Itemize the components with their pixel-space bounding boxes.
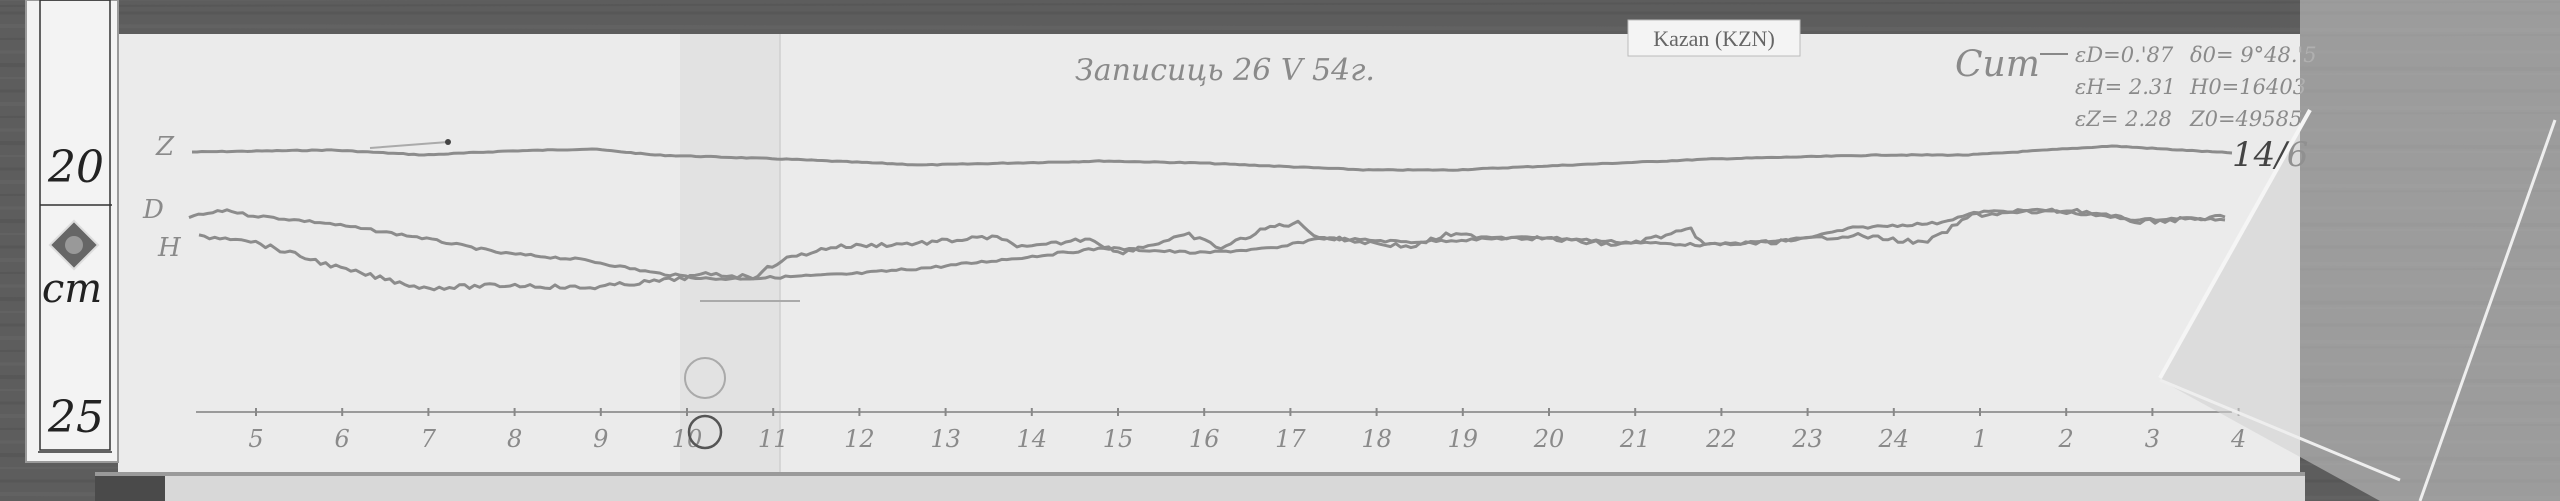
station-label: Kazan (KZN) [1653, 26, 1775, 51]
constant-value: εH= 2.31 [2075, 75, 2176, 99]
constant-value: Z0=49585 [2189, 107, 2302, 131]
ruler-unit: cm [42, 266, 102, 312]
scale-ruler: 20 cm 25 [25, 0, 119, 463]
hour-label: 2 [2058, 425, 2074, 453]
hour-label: 7 [421, 425, 437, 453]
hour-label: 24 [1878, 425, 1910, 453]
hour-label: 12 [844, 425, 875, 453]
hour-label: 9 [593, 425, 608, 453]
signature: Сит [1955, 44, 2040, 85]
station-label-card: Kazan (KZN) [1627, 19, 1801, 57]
hour-label: 11 [758, 425, 789, 453]
glass-plate [2158, 0, 2560, 501]
punch-hole-upper [684, 357, 726, 399]
hour-label: 6 [335, 425, 350, 453]
hour-label: 18 [1361, 425, 1392, 453]
punch-hole-lower [687, 414, 723, 450]
hour-label: 15 [1103, 425, 1134, 453]
hour-label: 10 [672, 425, 703, 453]
ruler-mark-20: 20 [47, 142, 104, 193]
hour-label: 21 [1619, 425, 1651, 453]
hour-label: 5 [248, 425, 263, 453]
hour-label: 19 [1448, 425, 1479, 453]
constant-value: H0=16403 [2189, 75, 2306, 99]
baseline-constants: εD=0.'87 δ0= 9°48.'5 εH= 2.31 H0=16403 εZ= 2… [2075, 43, 2317, 131]
hour-label: 14 [1017, 425, 1048, 453]
diamond-emblem-icon [48, 219, 100, 271]
constant-value: εZ= 2.28 [2075, 107, 2172, 131]
hour-label: 13 [930, 425, 961, 453]
hour-label: 4 [2230, 425, 2246, 453]
hour-label: 23 [1791, 425, 1823, 453]
hour-label: 1 [1972, 425, 1987, 453]
hour-label: 17 [1275, 425, 1306, 453]
hour-axis: 5 6 7 8 9 10 11 12 13 14 15 16 17 18 19 20 21 22 23 24 1 2 3 4 [248, 408, 2246, 453]
trace-d [188, 207, 2226, 281]
hour-label: 22 [1705, 425, 1737, 453]
hour-label: 8 [507, 425, 522, 453]
record-heading: Записиць 26 V 54г. [1075, 53, 1375, 88]
constant-value: δ0= 9°48.'5 [2190, 43, 2317, 67]
ruler-mark-25: 25 [47, 392, 104, 443]
trace-label-d: D [142, 195, 164, 225]
constant-value: εD=0.'87 [2075, 43, 2174, 67]
bottom-paper-strip [95, 472, 2305, 501]
trace-label-h: H [157, 233, 182, 263]
hour-label: 16 [1189, 425, 1220, 453]
bottom-strip-edge [95, 472, 2305, 476]
bottom-gap [95, 476, 165, 501]
light-spot [445, 139, 451, 145]
hour-label: 3 [2145, 425, 2160, 453]
trace-group [188, 144, 2233, 292]
trace-label-z: Z [155, 132, 175, 162]
trace-h [198, 207, 2226, 292]
paper-shaded-band [680, 34, 780, 472]
hour-label: 20 [1533, 425, 1565, 453]
trace-z [191, 144, 2233, 172]
light-spot-streak [369, 141, 449, 149]
